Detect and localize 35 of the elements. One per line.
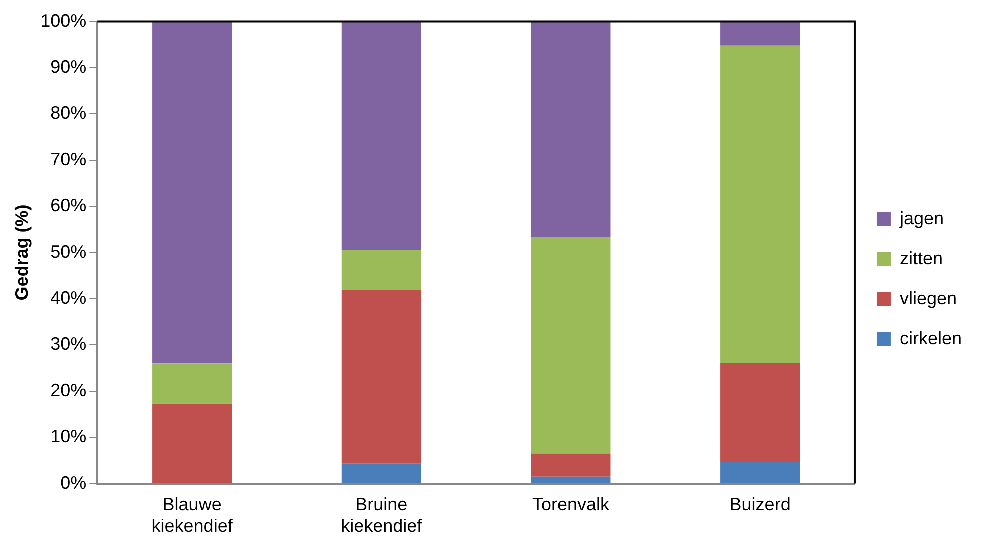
legend-label: cirkelen <box>900 328 962 348</box>
legend-label: vliegen <box>900 288 958 308</box>
bar <box>342 464 422 484</box>
y-tick-label: 20% <box>50 380 87 400</box>
bar <box>152 404 232 484</box>
bar <box>152 364 232 404</box>
x-tick-label: Torenvalk <box>532 494 610 515</box>
bar <box>342 250 422 290</box>
x-tick-label: Blauwe kiekendief <box>152 494 234 536</box>
x-tick-label: Bruine kiekendief <box>341 494 424 536</box>
bar <box>152 22 232 364</box>
y-axis-title: Gedrag (%) <box>12 204 32 301</box>
x-tick-label: Buizerd <box>730 494 791 515</box>
y-tick-label: 80% <box>50 103 87 124</box>
bar <box>531 454 611 477</box>
y-tick-label: 90% <box>50 56 87 77</box>
y-tick-label: 70% <box>50 149 87 170</box>
bar <box>342 22 422 250</box>
y-tick-label: 40% <box>50 288 87 308</box>
legend-label: zitten <box>900 248 944 268</box>
bar <box>531 476 611 484</box>
y-tick-label: 10% <box>50 426 87 447</box>
legend-label: jagen <box>898 208 944 228</box>
y-tick-label: 50% <box>50 242 87 262</box>
bar <box>342 290 422 464</box>
bar <box>720 46 800 364</box>
y-tick-label: 60% <box>50 196 87 216</box>
y-tick-label: 0% <box>60 472 87 493</box>
y-tick-label: 100% <box>40 10 87 31</box>
bar <box>720 462 800 484</box>
bar <box>531 22 611 238</box>
bar <box>720 363 800 463</box>
y-tick-label: 30% <box>50 334 87 354</box>
bar <box>531 238 611 454</box>
bar <box>720 22 800 46</box>
